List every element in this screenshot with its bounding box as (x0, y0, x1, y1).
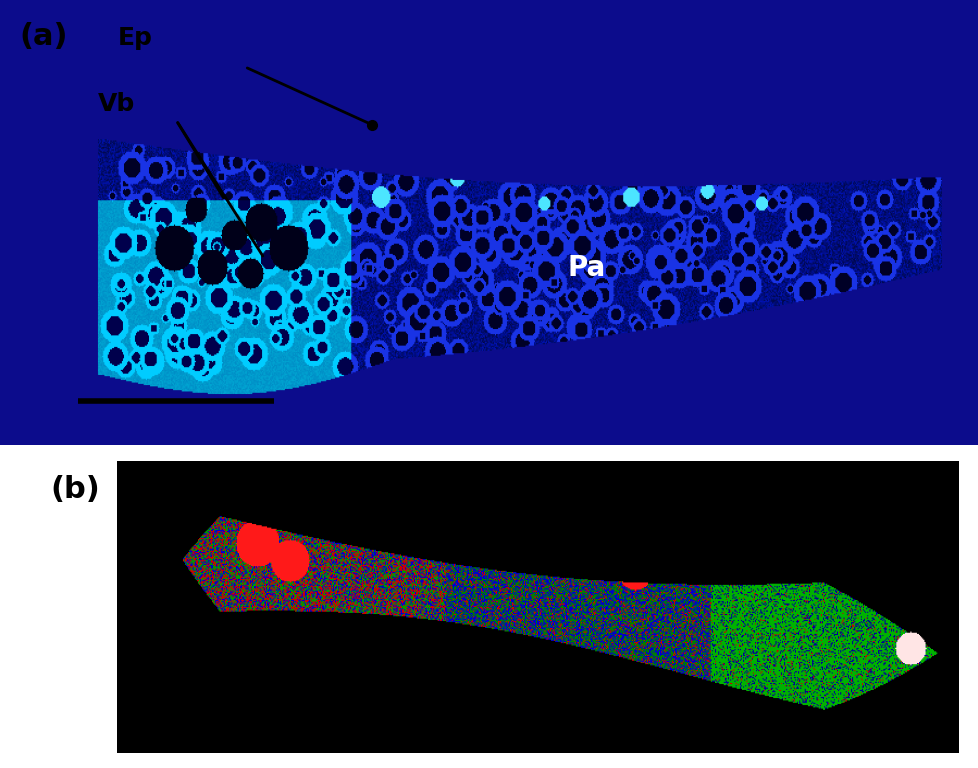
Text: Vb: Vb (98, 92, 135, 117)
Text: Ep: Ep (117, 25, 153, 50)
Text: (a): (a) (20, 22, 68, 51)
Text: Pa: Pa (567, 254, 605, 282)
Text: (b): (b) (50, 475, 100, 505)
